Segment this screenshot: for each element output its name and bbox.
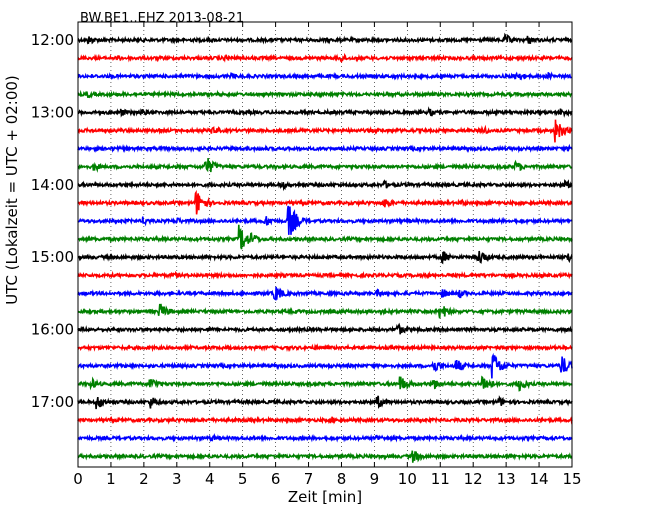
trace-line [77,106,573,118]
x-tick-label: 13 [497,470,516,488]
x-tick-label: 14 [530,470,549,488]
y-tick-label: 15:00 [31,248,74,266]
x-axis-ticks: 0 1 2 3 4 5 6 7 8 9 10 11 12 13 14 15 [73,22,582,488]
x-tick-label: 5 [238,470,248,488]
x-tick-label: 11 [431,470,450,488]
x-tick-label: 9 [370,470,380,488]
trace-line [77,205,573,235]
trace-line [77,189,573,215]
y-tick-label: 13:00 [31,103,74,121]
x-tick-label: 3 [172,470,182,488]
trace-line [77,322,573,335]
trace-line [77,179,573,192]
x-tick-label: 6 [271,470,281,488]
x-tick-label: 7 [304,470,314,488]
y-tick-label: 16:00 [31,321,74,339]
x-tick-label: 0 [73,470,83,488]
plot-frame [77,21,573,468]
y-axis-label: UTC (Lokalzeit = UTC + 02:00) [3,75,21,305]
trace-line [77,270,573,280]
trace-line [77,303,573,319]
x-axis-label: Zeit [min] [287,488,363,506]
y-axis-ticks: 12:00 13:00 14:00 15:00 16:00 17:00 [31,31,572,411]
y-tick-label: 12:00 [31,31,74,49]
trace-line [77,250,573,265]
trace-line [77,433,573,443]
x-tick-label: 8 [337,470,347,488]
trace-line [77,224,573,250]
traces-layer [77,32,573,463]
x-tick-label: 4 [205,470,215,488]
trace-line [77,395,573,410]
x-tick-label: 10 [398,470,417,488]
trace-line [77,375,573,392]
x-tick-label: 1 [106,470,116,488]
chart-title: BW.BE1..EHZ 2013-08-21 [80,11,245,26]
trace-line [77,415,573,425]
trace-line [77,52,573,63]
trace-line [77,143,573,154]
trace-line [77,343,573,353]
trace-line [77,32,573,45]
trace-line [77,89,573,99]
trace-line [77,158,573,173]
x-tick-label: 15 [562,470,581,488]
x-tick-label: 2 [139,470,149,488]
y-tick-label: 17:00 [31,393,74,411]
trace-line [77,119,573,143]
x-tick-label: 12 [464,470,483,488]
trace-line [77,352,573,379]
trace-line [77,450,573,463]
trace-line [77,286,573,301]
trace-line [77,71,573,81]
y-tick-label: 14:00 [31,176,74,194]
